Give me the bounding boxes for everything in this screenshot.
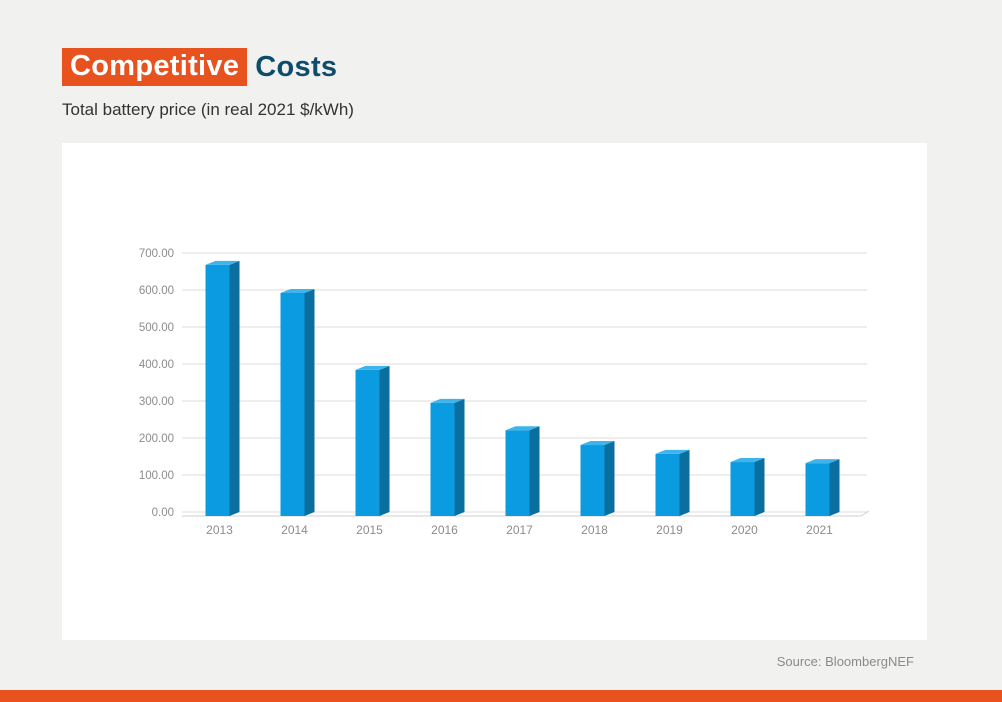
bar [655, 453, 680, 516]
bar-side [304, 288, 315, 516]
bar [280, 292, 305, 516]
x-tick-label: 2020 [731, 523, 758, 537]
y-tick-label: 300.00 [139, 396, 174, 408]
x-tick-label: 2019 [656, 523, 683, 537]
x-tick-label: 2018 [581, 523, 608, 537]
bar-side [229, 260, 240, 516]
bar [205, 264, 230, 516]
bottom-accent-bar [0, 690, 1002, 702]
title-highlight: Competitive [62, 48, 248, 86]
bar [505, 430, 530, 516]
x-tick-label: 2016 [431, 523, 458, 537]
bar-top [805, 459, 840, 464]
source-note: Source: BloombergNEF [776, 654, 914, 669]
x-tick-label: 2017 [506, 523, 533, 537]
bar-top [355, 365, 390, 370]
x-tick-label: 2013 [206, 523, 233, 537]
bar-chart: 0.00 100.00 200.00 300.00 400.00 500.00 600.00… [139, 248, 870, 537]
bar-top [580, 441, 615, 446]
x-tick-label: 2015 [356, 523, 383, 537]
bar [805, 463, 830, 516]
bar-side [679, 449, 690, 516]
bar [580, 445, 605, 516]
bar-side [829, 459, 840, 516]
bar-side [529, 426, 540, 516]
bar [430, 402, 455, 516]
bar-side [604, 441, 615, 516]
x-axis-floor-edge [860, 510, 870, 517]
y-tick-label: 600.00 [139, 285, 174, 297]
bar-top [505, 426, 540, 431]
bar-top [205, 260, 240, 265]
y-tick-label: 700.00 [139, 248, 174, 260]
bar-side [379, 365, 390, 516]
bar-top [655, 449, 690, 454]
bar-top [280, 288, 315, 293]
bar [730, 462, 755, 516]
bar [355, 369, 380, 516]
x-tick-label: 2014 [281, 523, 308, 537]
y-tick-label: 0.00 [152, 507, 174, 519]
bar-top [430, 398, 465, 403]
x-tick-label: 2021 [806, 523, 833, 537]
title: Competitive Costs [62, 48, 337, 86]
bar-top [730, 458, 765, 463]
bar-side [454, 398, 465, 516]
y-tick-label: 100.00 [139, 470, 174, 482]
y-tick-label: 200.00 [139, 433, 174, 445]
y-tick-label: 500.00 [139, 322, 174, 334]
title-rest: Costs [255, 51, 338, 83]
y-tick-label: 400.00 [139, 359, 174, 371]
subtitle: Total battery price (in real 2021 $/kWh) [62, 100, 354, 119]
chart-card: 0.00 100.00 200.00 300.00 400.00 500.00 600.00… [62, 143, 927, 640]
bar-side [754, 458, 765, 516]
